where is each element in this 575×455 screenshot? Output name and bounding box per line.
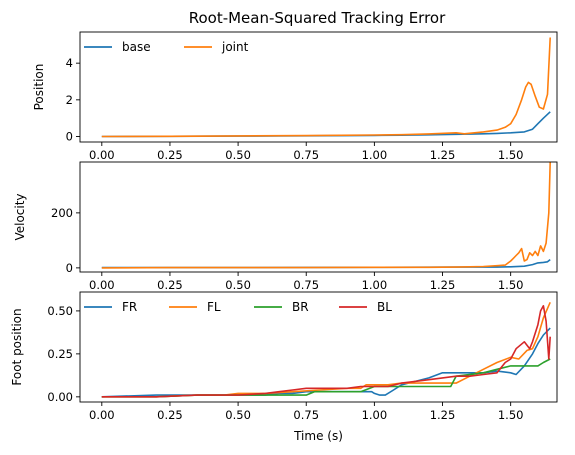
x-tick-label: 0.75	[293, 278, 319, 292]
x-tick-label: 1.00	[362, 278, 388, 292]
axes-frame	[79, 31, 558, 143]
y-tick-label: 0.00	[47, 390, 73, 404]
x-tick-label: 0.00	[89, 148, 115, 162]
series-group	[101, 162, 551, 269]
legend: base joint	[84, 40, 249, 54]
subplot-3: 0.00 0.25 0.50 0.75 1.00 1.25 1.50 0.00 0.25 0.50…	[10, 291, 558, 443]
series-2-line	[101, 162, 551, 269]
x-tick-label: 1.25	[430, 148, 456, 162]
x-tick-label: 1.00	[362, 148, 388, 162]
x-tick-label: 0.25	[157, 148, 183, 162]
legend: FR FL BR BL	[84, 300, 392, 314]
y-tick-label: 2	[66, 93, 73, 107]
x-tick-label: 0.25	[157, 408, 183, 422]
x-tick-label: 0.50	[225, 278, 251, 292]
bl-line	[101, 304, 551, 398]
series-group	[101, 301, 551, 398]
legend-label-fl: FL	[207, 300, 221, 314]
x-tick-label: 0.25	[157, 278, 183, 292]
x-tick-label: 0.00	[89, 408, 115, 422]
y-tick-label: 0.25	[47, 347, 73, 361]
series-group	[101, 37, 551, 138]
legend-label-joint: joint	[221, 40, 249, 54]
x-tick-label: 0.75	[293, 408, 319, 422]
x-tick-label: 1.50	[498, 408, 524, 422]
x-tick-label: 0.50	[225, 148, 251, 162]
x-tick-label: 1.50	[498, 148, 524, 162]
subplots: 0.00 0.25 0.50 0.75 1.00 1.25 1.50 0 2 4 Position b…	[10, 31, 558, 443]
x-tick-label: 1.00	[362, 408, 388, 422]
joint-line	[101, 37, 551, 138]
legend-label-base: base	[122, 40, 151, 54]
y-tick-label: 0	[66, 261, 73, 275]
axes-frame	[79, 291, 558, 403]
y-tick-label: 0	[66, 130, 73, 144]
y-axis-label: Velocity	[13, 193, 27, 240]
fr-line	[101, 327, 551, 398]
y-tick-label: 200	[51, 206, 73, 220]
x-tick-label: 1.50	[498, 278, 524, 292]
subplot-2: 0.00 0.25 0.50 0.75 1.00 1.25 1.50 0 200 Velocity	[13, 161, 558, 292]
x-tick-label: 1.25	[430, 408, 456, 422]
y-tick-label: 4	[66, 56, 73, 70]
y-axis-label: Foot position	[10, 308, 24, 385]
x-tick-label: 1.25	[430, 278, 456, 292]
y-axis-label: Position	[32, 64, 46, 111]
x-tick-label: 0.50	[225, 408, 251, 422]
x-tick-label: 0.00	[89, 278, 115, 292]
x-axis-label: Time (s)	[293, 429, 343, 443]
figure-title: Root-Mean-Squared Tracking Error	[189, 9, 446, 27]
legend-label-fr: FR	[122, 300, 137, 314]
x-tick-label: 0.75	[293, 148, 319, 162]
legend-label-bl: BL	[377, 300, 392, 314]
legend-label-br: BR	[292, 300, 309, 314]
subplot-1: 0.00 0.25 0.50 0.75 1.00 1.25 1.50 0 2 4 Position b…	[32, 31, 558, 162]
y-tick-label: 0.50	[47, 304, 73, 318]
axes-frame	[79, 161, 558, 273]
